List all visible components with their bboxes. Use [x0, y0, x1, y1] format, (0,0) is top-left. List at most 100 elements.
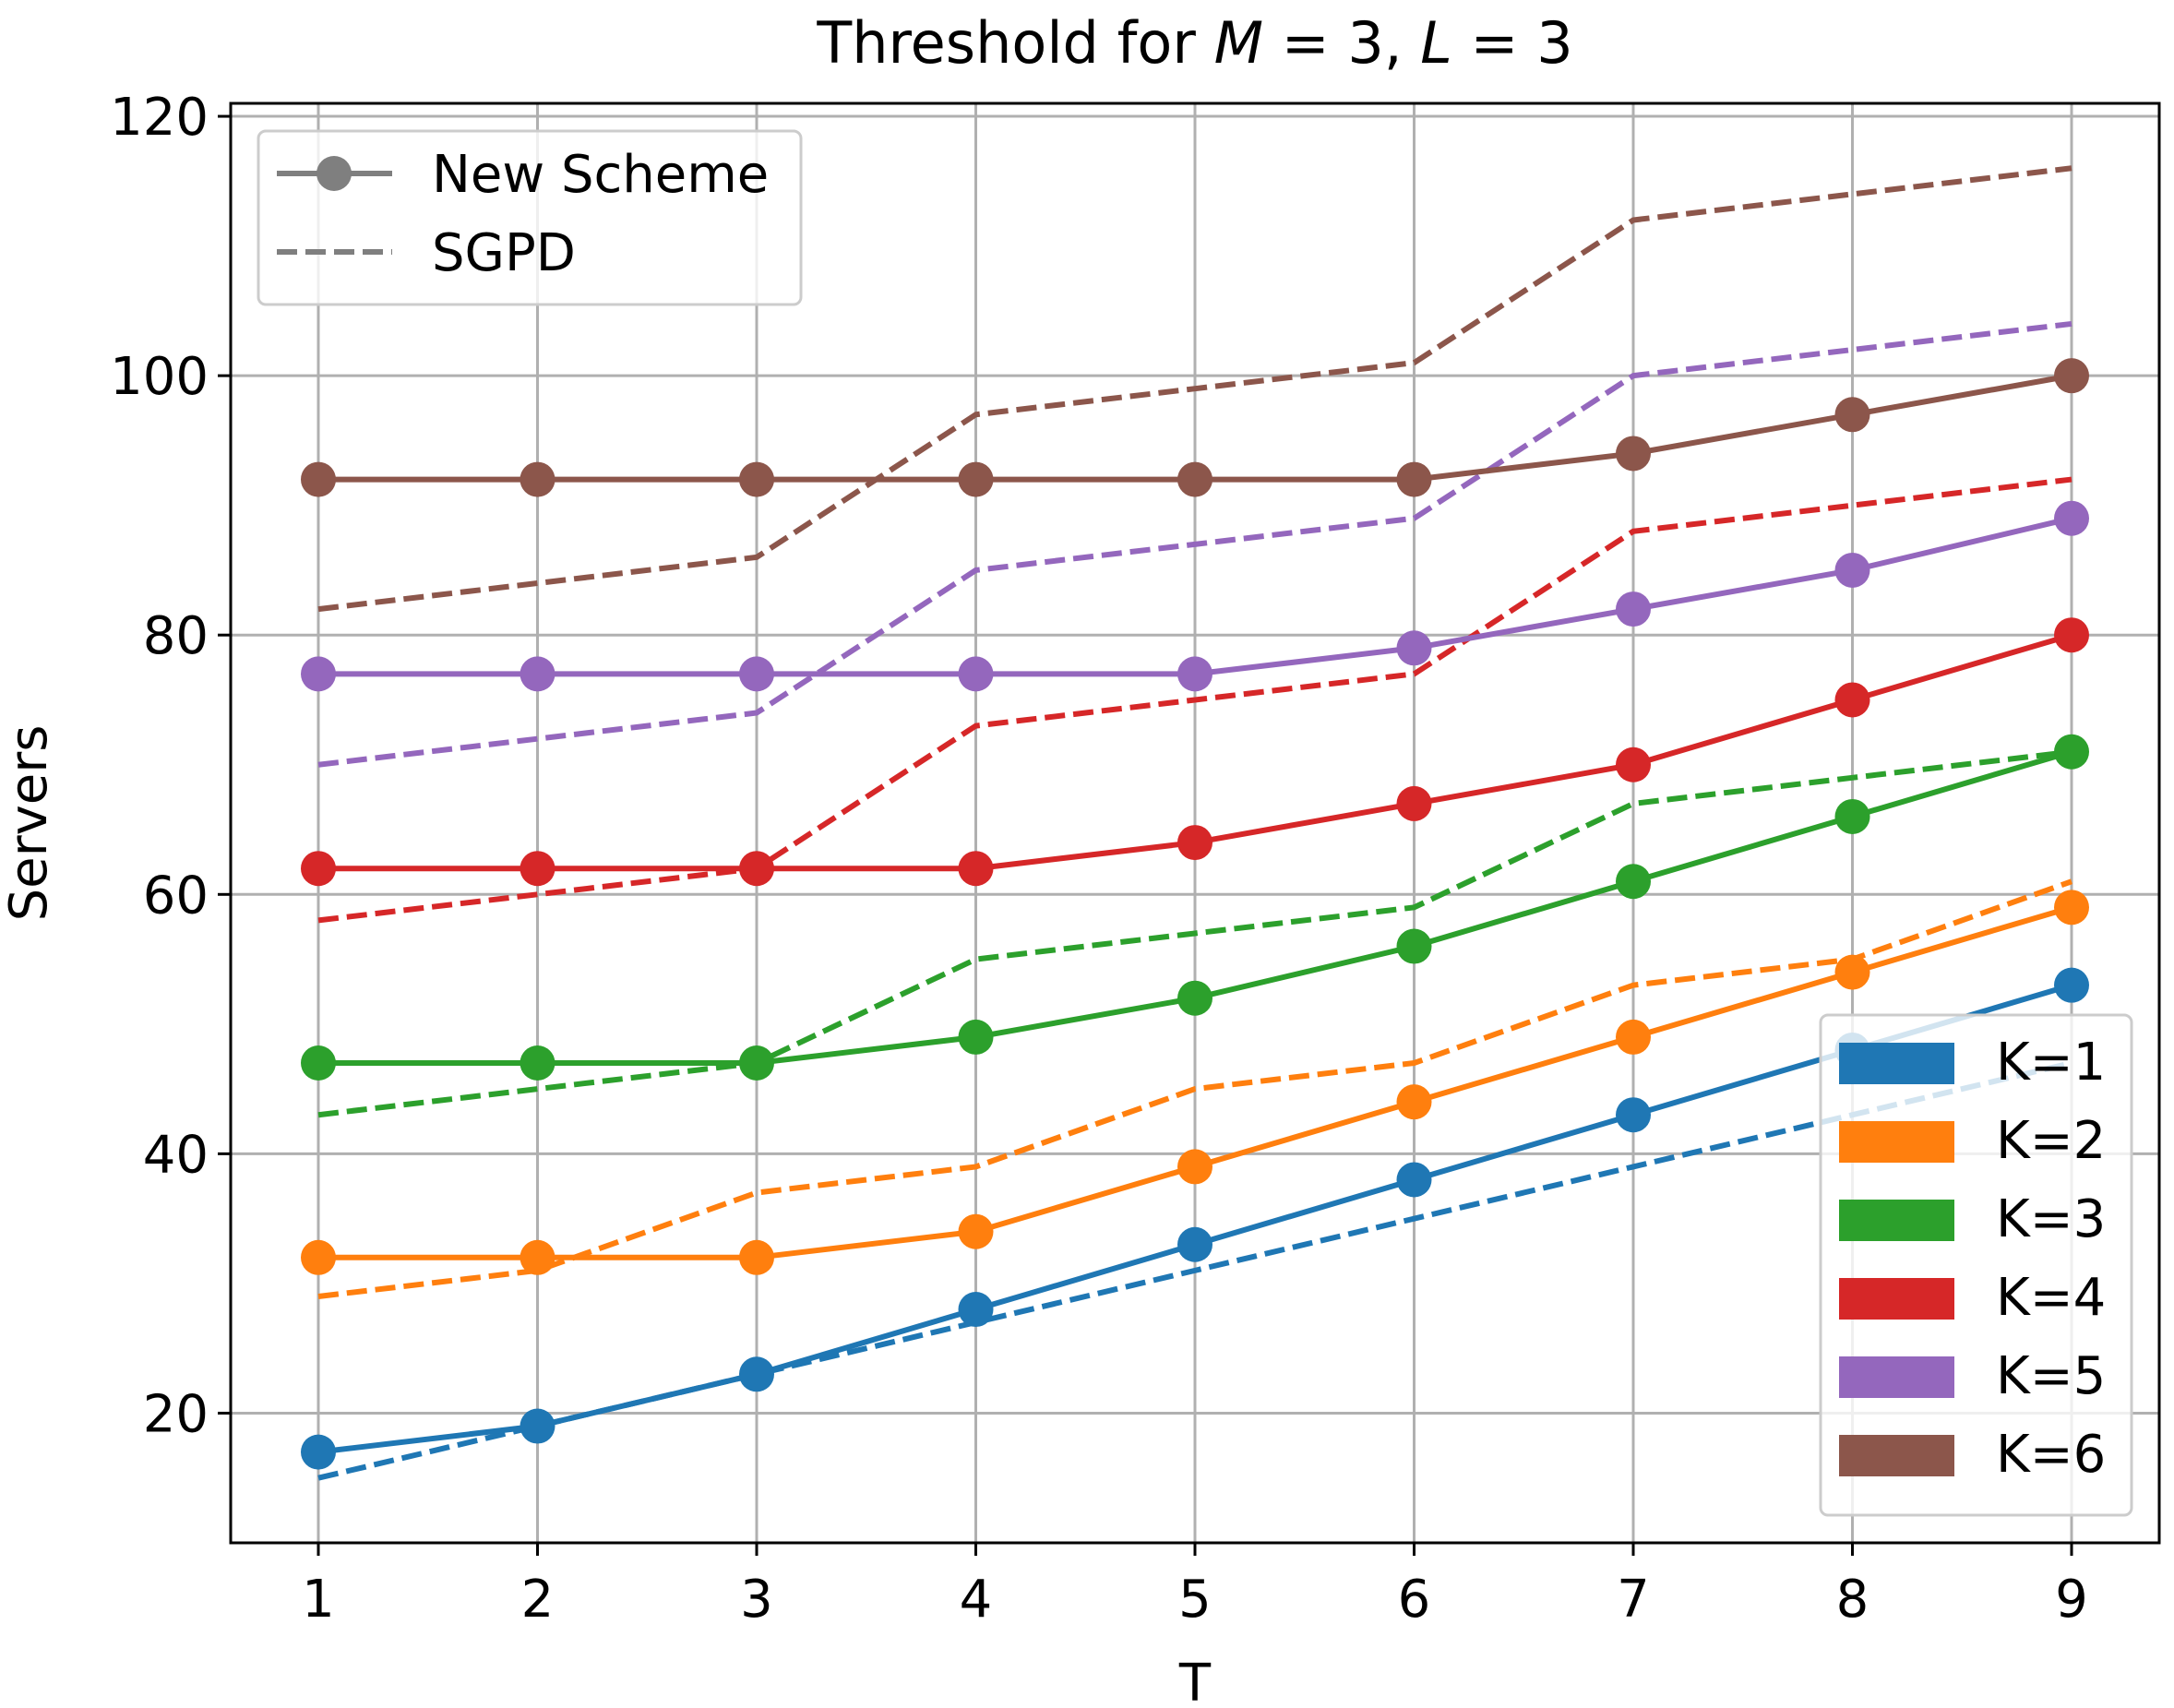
- new-scheme-series-k5: [301, 500, 2089, 692]
- y-tick-label: 80: [143, 606, 209, 666]
- legend-label-k2: K=2: [1996, 1111, 2106, 1171]
- x-tick-label: 9: [2055, 1570, 2088, 1630]
- x-tick-label: 2: [521, 1570, 555, 1630]
- new-scheme-point-k5: [1396, 630, 1432, 666]
- title-var-m: M: [1214, 9, 1264, 77]
- x-tick-label: 3: [740, 1570, 773, 1630]
- new-scheme-point-k6: [958, 461, 994, 497]
- y-tick-label: 120: [110, 88, 209, 148]
- new-scheme-point-k5: [958, 656, 994, 692]
- legend-label-k6: K=6: [1996, 1425, 2106, 1485]
- new-scheme-point-k3: [1177, 980, 1212, 1016]
- new-scheme-point-k6: [520, 461, 555, 497]
- new-scheme-series-k3: [301, 734, 2089, 1081]
- legend-swatch-k2: [1839, 1121, 1954, 1163]
- title-prefix: Threshold for: [816, 9, 1213, 77]
- new-scheme-point-k1: [2054, 967, 2089, 1003]
- new-scheme-point-k2: [958, 1213, 994, 1249]
- style-legend: New Scheme SGPD: [257, 129, 803, 306]
- new-scheme-series-k6: [301, 358, 2089, 497]
- new-scheme-point-k5: [1177, 656, 1212, 692]
- new-scheme-point-k1: [1177, 1226, 1212, 1262]
- title-eq-2: = 3: [1452, 9, 1573, 77]
- new-scheme-series-k2: [301, 890, 2089, 1275]
- new-scheme-point-k2: [739, 1239, 774, 1275]
- plot-lines: [301, 165, 2089, 1481]
- x-tick-label: 7: [1617, 1570, 1650, 1630]
- x-tick-label: 5: [1178, 1570, 1212, 1630]
- new-scheme-point-k1: [1396, 1162, 1432, 1198]
- new-scheme-point-k4: [1396, 785, 1432, 821]
- new-scheme-point-k4: [2054, 617, 2089, 653]
- new-scheme-point-k1: [739, 1356, 774, 1392]
- new-scheme-point-k1: [958, 1292, 994, 1328]
- sgpd-line-k6: [317, 165, 2072, 613]
- legend-swatch-k5: [1839, 1356, 1954, 1398]
- new-scheme-point-k6: [1616, 436, 1651, 472]
- new-scheme-point-k2: [1396, 1084, 1432, 1120]
- new-scheme-point-k2: [301, 1239, 336, 1275]
- new-scheme-point-k6: [739, 461, 774, 497]
- new-scheme-point-k2: [2054, 890, 2089, 926]
- new-scheme-point-k3: [520, 1045, 555, 1081]
- new-scheme-point-k6: [301, 461, 336, 497]
- y-tick-label: 100: [110, 347, 209, 407]
- y-tick-label: 60: [143, 866, 209, 926]
- legend-swatch-k3: [1839, 1200, 1954, 1241]
- legend-swatch-k1: [1839, 1043, 1954, 1084]
- new-scheme-point-k6: [1834, 397, 1870, 433]
- y-axis-label: Servers: [0, 725, 59, 922]
- x-tick-label: 4: [960, 1570, 993, 1630]
- series-legend: K=1 K=2 K=3 K=4 K=5 K=6: [1819, 1013, 2133, 1517]
- x-tick-label: 1: [302, 1570, 335, 1630]
- new-scheme-point-k5: [739, 656, 774, 692]
- chart-title: Threshold for M = 3, L = 3: [816, 9, 1572, 77]
- new-scheme-point-k3: [2054, 734, 2089, 770]
- x-tick-label: 6: [1398, 1570, 1431, 1630]
- new-scheme-point-k4: [739, 851, 774, 887]
- legend-swatch-k4: [1839, 1278, 1954, 1320]
- new-scheme-point-k5: [1834, 552, 1870, 588]
- new-scheme-point-k5: [520, 656, 555, 692]
- new-scheme-point-k4: [301, 851, 336, 887]
- legend-sgpd-label: SGPD: [432, 223, 576, 283]
- new-scheme-point-k3: [1616, 864, 1651, 900]
- new-scheme-point-k3: [301, 1045, 336, 1081]
- new-scheme-series-k1: [301, 967, 2089, 1470]
- new-scheme-point-k3: [958, 1019, 994, 1055]
- new-scheme-point-k4: [958, 851, 994, 887]
- new-scheme-point-k5: [2054, 500, 2089, 536]
- legend-swatch-k6: [1839, 1435, 1954, 1476]
- new-scheme-point-k5: [1616, 591, 1651, 627]
- legend-new-scheme-marker: [317, 156, 352, 191]
- new-scheme-point-k4: [520, 851, 555, 887]
- new-scheme-point-k1: [520, 1408, 555, 1444]
- style-legend-frame: [257, 129, 803, 306]
- new-scheme-point-k4: [1177, 825, 1212, 861]
- new-scheme-point-k6: [1396, 461, 1432, 497]
- new-scheme-point-k3: [1396, 928, 1432, 964]
- new-scheme-point-k2: [1834, 954, 1870, 990]
- title-eq-1: = 3,: [1263, 9, 1420, 77]
- new-scheme-point-k3: [1834, 798, 1870, 834]
- new-scheme-point-k4: [1834, 682, 1870, 718]
- sgpd-line-k2: [317, 878, 2073, 1299]
- legend-label-k1: K=1: [1996, 1033, 2106, 1093]
- new-scheme-point-k2: [1616, 1019, 1651, 1055]
- new-scheme-point-k1: [1616, 1097, 1651, 1133]
- new-scheme-point-k1: [301, 1434, 336, 1470]
- legend-new-scheme-label: New Scheme: [432, 145, 769, 205]
- new-scheme-point-k2: [520, 1239, 555, 1275]
- new-scheme-point-k6: [1177, 461, 1212, 497]
- new-scheme-point-k3: [739, 1045, 774, 1081]
- legend-label-k4: K=4: [1996, 1268, 2106, 1328]
- sgpd-line-k5: [317, 320, 2072, 768]
- sgpd-line-k4: [317, 476, 2072, 924]
- new-scheme-point-k5: [301, 656, 336, 692]
- new-scheme-series-k4: [301, 617, 2089, 887]
- x-tick-label: 8: [1836, 1570, 1869, 1630]
- new-scheme-point-k2: [1177, 1149, 1212, 1185]
- y-tick-label: 20: [143, 1384, 209, 1444]
- axis-ticks: 1 2 3 4 5 6 7 8 9 20 40 60 80 100 120: [110, 88, 2088, 1630]
